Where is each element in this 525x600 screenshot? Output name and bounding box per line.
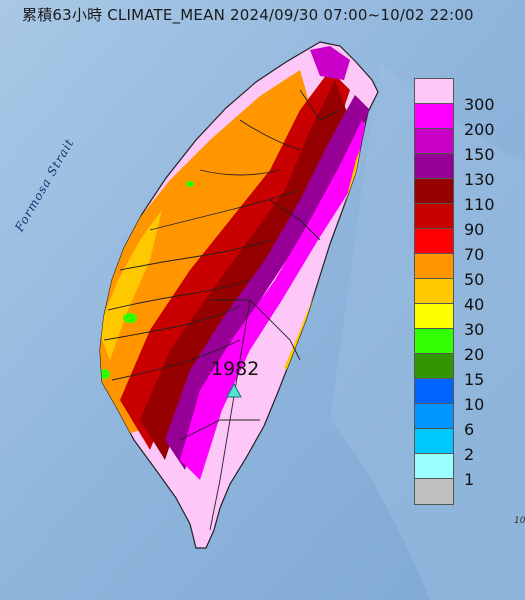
legend-label: 200 [464, 120, 495, 139]
legend-swatch [415, 229, 453, 254]
legend-swatch [415, 404, 453, 429]
legend-swatch [415, 354, 453, 379]
station-value: 1982 [211, 358, 260, 380]
boundary-10 [239, 119, 301, 151]
zone-dark-red [140, 80, 350, 460]
legend-swatch [415, 254, 453, 279]
legend-label: 90 [464, 220, 485, 239]
zone-north-peak [310, 46, 350, 80]
zone-green-1 [123, 313, 137, 323]
legend-label: 130 [464, 170, 495, 189]
boundary-9 [269, 199, 321, 241]
triangle-icon [226, 382, 242, 398]
legend-swatch [415, 454, 453, 479]
legend-swatch [415, 429, 453, 454]
legend-swatch [415, 179, 453, 204]
legend-swatch [415, 479, 453, 504]
rainfall-zones [100, 46, 372, 480]
legend-label: 1 [464, 470, 475, 489]
legend-swatch [415, 379, 453, 404]
legend-label: 6 [464, 420, 475, 439]
legend-swatch [415, 104, 453, 129]
legend-label: 10 [464, 395, 485, 414]
legend-label: 300 [464, 95, 495, 114]
legend-label: 150 [464, 145, 495, 164]
legend-swatch [415, 129, 453, 154]
boundary-lines [103, 89, 341, 531]
legend-label: 110 [464, 195, 495, 214]
boundary-4 [103, 305, 241, 341]
boundary-3 [107, 279, 251, 311]
boundary-8 [179, 419, 260, 441]
zone-yellow-west [100, 210, 162, 360]
edge-text: 10 [514, 516, 525, 526]
legend-label: 50 [464, 270, 485, 289]
legend-label: 20 [464, 345, 485, 364]
legend-label: 40 [464, 295, 485, 314]
boundary-2 [119, 239, 271, 271]
legend-swatch [415, 204, 453, 229]
legend-label: 15 [464, 370, 485, 389]
legend-swatch [415, 79, 453, 104]
legend-label: 30 [464, 320, 485, 339]
legend-swatch [415, 304, 453, 329]
legend-swatch [415, 154, 453, 179]
boundary-6 [210, 299, 301, 361]
legend-label: 2 [464, 445, 475, 464]
boundary-1 [149, 189, 301, 231]
map-title: 累積63小時 CLIMATE_MEAN 2024/09/30 07:00~10/… [22, 6, 474, 24]
zone-magenta [180, 120, 372, 480]
boundary-5 [111, 339, 241, 381]
boundary-12 [299, 89, 341, 121]
legend-label: 70 [464, 245, 485, 264]
zone-green-3 [186, 181, 194, 187]
color-legend [414, 78, 454, 505]
boundary-11 [199, 169, 281, 176]
legend-swatch [415, 279, 453, 304]
legend-swatch [415, 329, 453, 354]
